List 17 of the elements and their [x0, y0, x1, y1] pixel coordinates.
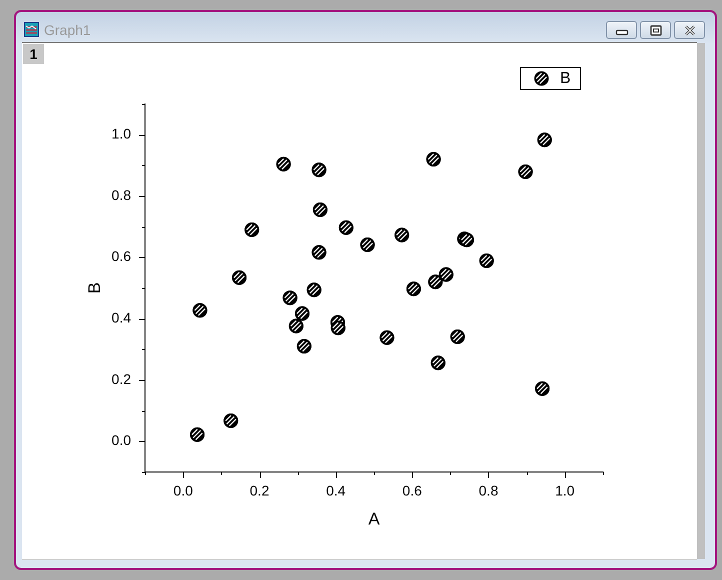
- chart-title: Graph1: [44, 22, 91, 38]
- x-tick-label: 0.2: [250, 482, 270, 498]
- y-tick-label: 0.0: [112, 432, 132, 448]
- layer-tab: 1: [23, 44, 44, 64]
- x-tick-label: 0.8: [478, 482, 498, 498]
- legend-label: B: [560, 70, 571, 88]
- x-tick-label: 0.0: [173, 482, 194, 498]
- x-tick-label: 0.4: [326, 482, 346, 498]
- y-axis-title: B: [84, 282, 104, 294]
- y-tick-label: 0.6: [112, 248, 132, 264]
- y-tick-label: 1.0: [112, 126, 132, 142]
- y-tick-label: 0.2: [112, 370, 132, 387]
- x-tick-label: 1.0: [555, 482, 575, 498]
- y-tick-label: 0.8: [112, 186, 132, 203]
- x-axis-title: A: [368, 509, 380, 528]
- x-tick-label: 0.6: [402, 482, 422, 498]
- y-tick-label: 0.4: [112, 310, 132, 326]
